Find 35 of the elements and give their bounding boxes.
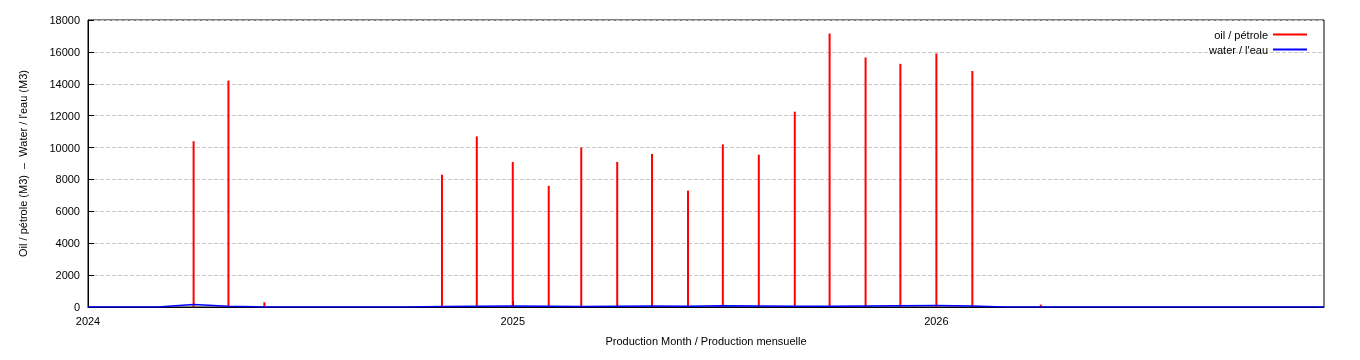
y-tick-label: 14000	[49, 77, 80, 90]
bar	[687, 190, 690, 307]
bar	[971, 71, 974, 307]
bar	[651, 153, 654, 307]
bar	[616, 161, 619, 307]
bar	[440, 174, 443, 307]
bar	[227, 80, 230, 307]
bar	[547, 185, 550, 307]
x-axis-title: Production Month / Production mensuelle	[605, 334, 807, 347]
bar	[757, 154, 760, 307]
bar	[192, 141, 195, 307]
y-tick-label: 12000	[49, 109, 80, 122]
y-tick-label: 6000	[55, 205, 80, 218]
bar	[721, 144, 724, 307]
legend-label: water / l'eau	[1208, 43, 1268, 56]
y-tick-label: 0	[73, 301, 80, 313]
bar	[475, 136, 478, 307]
bar	[864, 57, 867, 307]
bar	[793, 111, 796, 307]
x-tick-label: 2025	[500, 314, 526, 327]
bar	[828, 33, 831, 307]
x-tick-label: 2024	[75, 314, 101, 327]
y-tick-label: 4000	[55, 237, 80, 250]
y-tick-label: 10000	[49, 141, 80, 154]
legend-label: oil / pétrole	[1214, 28, 1268, 41]
bar	[580, 147, 583, 307]
y-tick-label: 8000	[55, 173, 80, 186]
y-tick-label: 18000	[49, 14, 80, 26]
bar	[899, 63, 902, 307]
y-tick-label: 2000	[55, 269, 80, 282]
y-tick-label: 16000	[49, 45, 80, 58]
x-tick-label: 2026	[924, 314, 949, 327]
y-axis-title: Oil / pétrole (M3) – Water / l'eau (M3)	[16, 70, 29, 257]
bar	[935, 53, 938, 307]
bar	[511, 161, 514, 307]
